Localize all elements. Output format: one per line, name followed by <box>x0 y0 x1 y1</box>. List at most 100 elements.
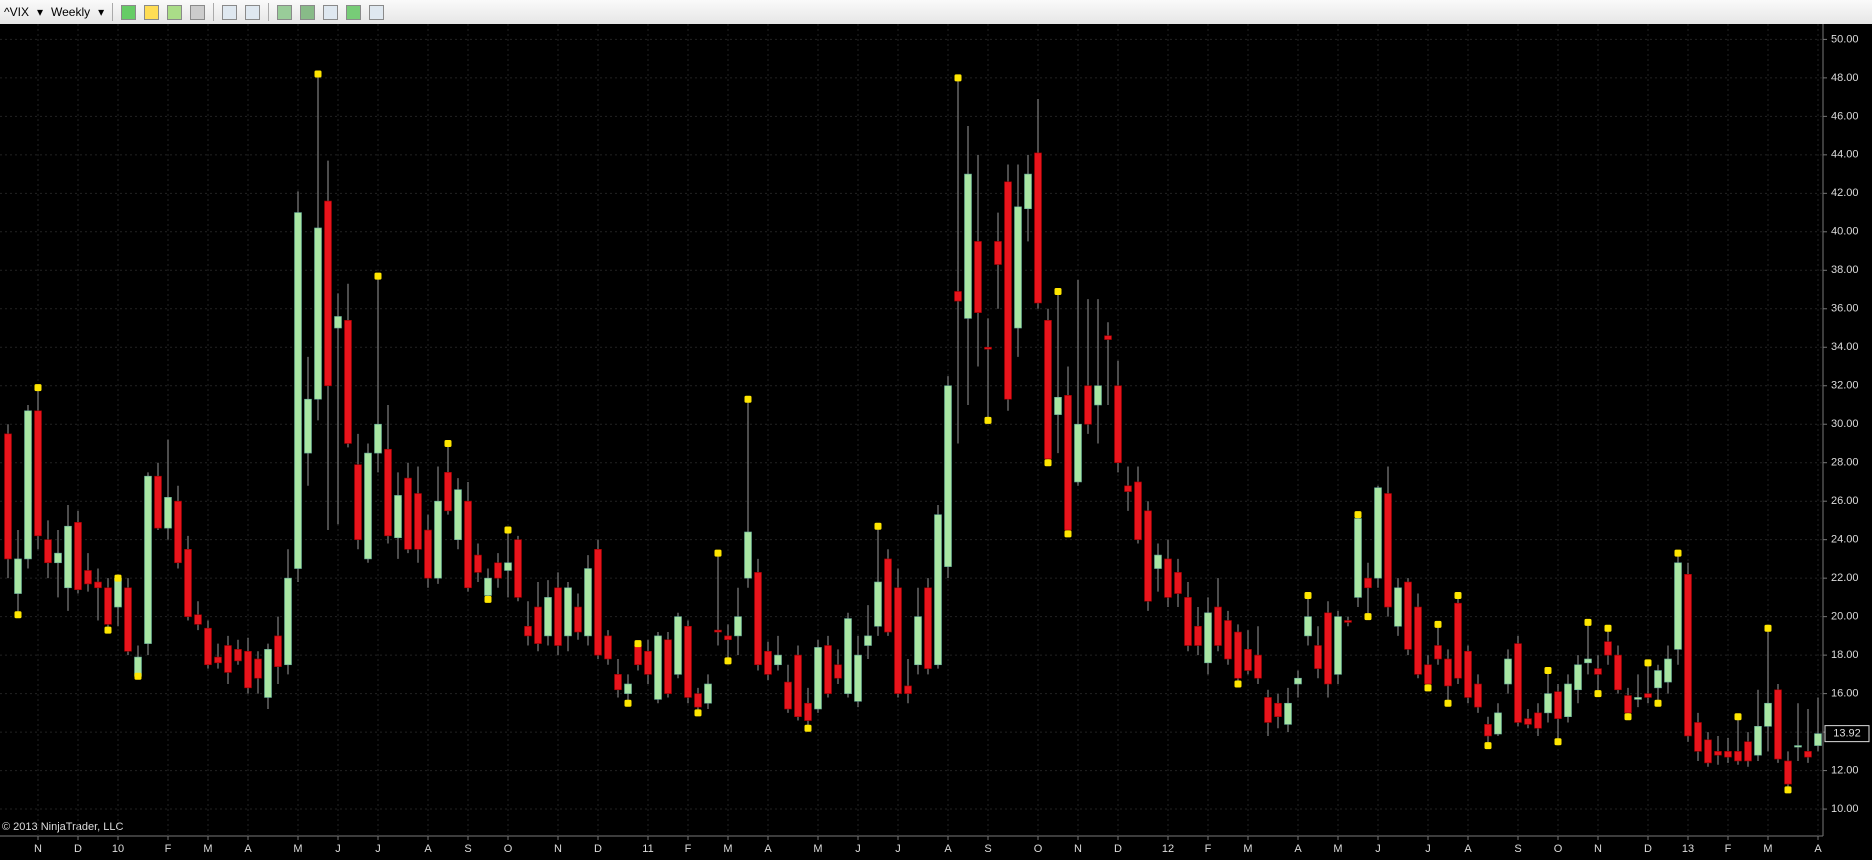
candle-body <box>154 475 162 529</box>
strategy-button[interactable] <box>190 4 206 20</box>
candle-body <box>344 320 352 444</box>
candle-body <box>1374 487 1382 579</box>
symbol-selector[interactable]: ^VIX <box>4 5 29 19</box>
x-tick-label: J <box>335 843 341 855</box>
candle-body <box>234 649 242 662</box>
candle-body <box>1034 152 1042 304</box>
x-tick-label: S <box>464 843 471 855</box>
candle-body <box>624 683 632 694</box>
swing-marker <box>634 640 642 648</box>
templates-button[interactable] <box>323 4 339 20</box>
candle-body <box>684 625 692 698</box>
candle-body <box>1614 654 1622 691</box>
x-tick-label: J <box>895 843 901 855</box>
candle-body <box>754 572 762 666</box>
x-tick-label: S <box>984 843 991 855</box>
x-tick-label: A <box>1814 843 1822 855</box>
y-tick-label: 16.00 <box>1831 688 1859 700</box>
interval-selector[interactable]: Weekly <box>51 5 91 19</box>
y-tick-label: 40.00 <box>1831 226 1859 238</box>
x-tick-label: M <box>203 843 212 855</box>
candle-body <box>914 616 922 666</box>
swing-marker <box>1434 620 1442 628</box>
candle-body <box>24 410 32 560</box>
chart: © 2013 NinjaTrader, LLC 10.0012.0014.001… <box>0 24 1872 860</box>
x-tick-label: A <box>244 843 252 855</box>
draw-button[interactable] <box>144 4 160 20</box>
candle-body <box>1794 745 1802 748</box>
swing-marker <box>1234 680 1242 688</box>
candle-body <box>324 200 332 387</box>
candle-body <box>784 681 792 710</box>
candle-body <box>214 656 222 664</box>
x-tick-label: F <box>1205 843 1212 855</box>
x-tick-label: F <box>685 843 692 855</box>
candle-body <box>1784 760 1792 785</box>
candle-body <box>1174 572 1182 594</box>
last-price-label: 13.92 <box>1833 728 1861 740</box>
candle-body <box>564 587 572 637</box>
swing-marker <box>714 549 722 557</box>
cursor-button[interactable] <box>222 4 238 20</box>
swing-marker <box>1444 699 1452 707</box>
candle-body <box>1334 616 1342 675</box>
candle-body <box>1094 385 1102 406</box>
candle-body <box>1494 712 1502 735</box>
candle-body <box>1284 702 1292 725</box>
x-tick-label: A <box>1294 843 1302 855</box>
candle-body <box>604 635 612 660</box>
x-tick-label: 11 <box>642 843 653 855</box>
separator <box>268 3 270 21</box>
swing-marker <box>1424 684 1432 692</box>
candle-body <box>1064 395 1072 531</box>
candle-body <box>1604 641 1612 656</box>
layout-button[interactable] <box>369 4 385 20</box>
swing-marker <box>954 74 962 82</box>
swing-marker <box>1654 699 1662 707</box>
candle-body <box>574 606 582 633</box>
candle-body <box>44 539 52 564</box>
properties-button[interactable] <box>300 4 316 20</box>
candle-body <box>404 477 412 550</box>
x-tick-label: M <box>1243 843 1252 855</box>
candle-body <box>794 654 802 718</box>
x-tick-label: A <box>1464 843 1472 855</box>
swing-marker <box>1554 738 1562 746</box>
data-box-button[interactable] <box>277 4 293 20</box>
swing-marker <box>1604 624 1612 632</box>
swing-marker <box>504 526 512 534</box>
zoom-button[interactable] <box>245 4 261 20</box>
x-tick-label: F <box>1725 843 1732 855</box>
toolbar: ^VIX ▾ Weekly ▾ <box>0 0 1872 25</box>
candle-body <box>1404 581 1412 650</box>
swing-marker <box>34 384 42 392</box>
candle-body <box>1294 677 1302 685</box>
x-tick-label: N <box>554 843 562 855</box>
swing-marker <box>724 657 732 665</box>
candle-body <box>1574 664 1582 691</box>
orders-button[interactable] <box>346 4 362 20</box>
candle-body <box>1704 739 1712 764</box>
candle-body <box>84 570 92 585</box>
candle-body <box>544 597 552 637</box>
candle-body <box>1694 722 1702 752</box>
candle-body <box>204 627 212 666</box>
swing-marker <box>1304 591 1312 599</box>
candle-body <box>254 658 262 679</box>
swing-marker <box>1054 287 1062 295</box>
candle-body <box>1554 691 1562 719</box>
candle-body <box>824 645 832 694</box>
candle-body <box>864 635 872 646</box>
chart-style-button[interactable] <box>121 4 137 20</box>
indicator-button[interactable] <box>167 4 183 20</box>
candle-body <box>1814 733 1822 746</box>
y-tick-label: 10.00 <box>1831 803 1859 815</box>
candle-body <box>654 635 662 700</box>
candle-body <box>274 635 282 667</box>
swing-marker <box>1364 613 1372 621</box>
candle-body <box>464 500 472 589</box>
candle-body <box>4 433 12 560</box>
swing-marker <box>1764 624 1772 632</box>
swing-marker <box>1644 659 1652 667</box>
candle-body <box>1594 668 1602 675</box>
